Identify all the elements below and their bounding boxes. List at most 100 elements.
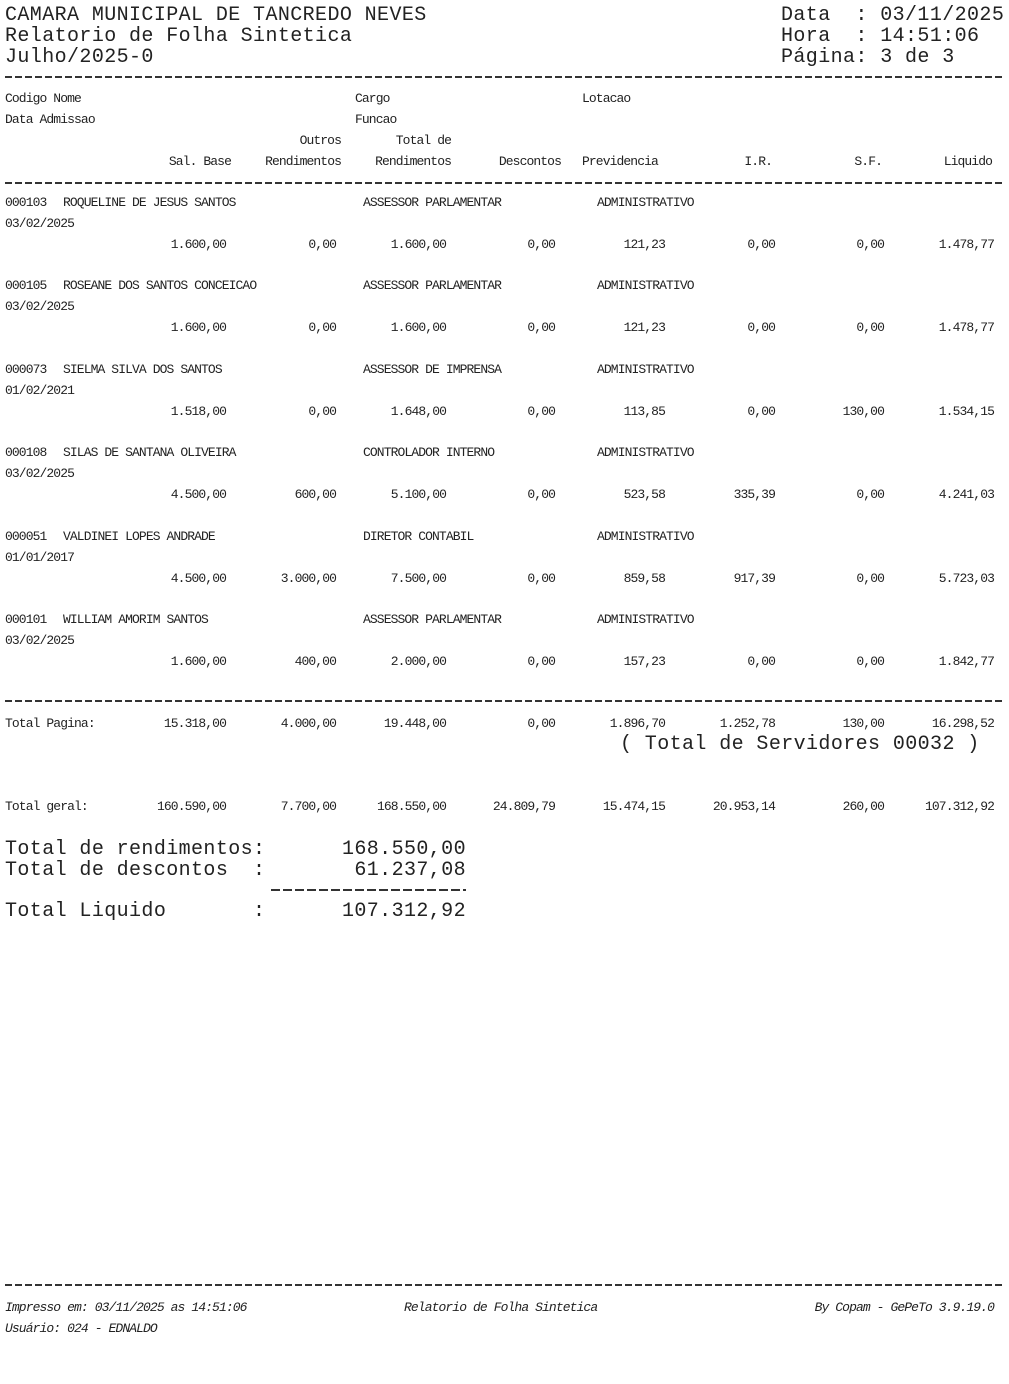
col-outros-rendimentos: Rendimentos [265,154,342,169]
value-total-rendimentos: 5.100,00 [390,487,447,502]
employee-cargo: ASSESSOR PARLAMENTAR [363,278,502,293]
total-rendimentos-label: Total de rendimentos: [5,838,266,861]
total-geral-sf: 260,00 [842,799,885,814]
employee-code: 000108 [5,445,47,460]
total-geral-ir: 20.953,14 [712,799,776,814]
value-sf: 130,00 [842,404,885,419]
employee-name: SIELMA SILVA DOS SANTOS [63,362,223,377]
col-ir: I.R. [744,154,773,169]
value-total-rendimentos: 7.500,00 [390,571,447,586]
report-date: Data : 03/11/2025 [781,4,1005,27]
employee-admission-date: 01/01/2017 [5,550,75,565]
value-total-rendimentos: 1.600,00 [390,237,447,252]
col-cargo: Cargo [355,91,390,106]
employee-lotacao: ADMINISTRATIVO [597,445,695,460]
total-geral-label: Total geral: [5,799,89,814]
total-pagina-descontos: 0,00 [527,716,556,731]
value-outros-rendimentos: 3.000,00 [280,571,337,586]
value-liquido: 5.723,03 [938,571,995,586]
employee-name: VALDINEI LOPES ANDRADE [63,529,216,544]
employee-lotacao: ADMINISTRATIVO [597,195,695,210]
value-outros-rendimentos: 0,00 [308,320,337,335]
page-number: Página: 3 de 3 [781,46,955,69]
total-liquido-label: Total Liquido : [5,900,266,923]
value-sal-base: 1.518,00 [170,404,227,419]
value-ir: 917,39 [733,571,776,586]
employee-code: 000101 [5,612,47,627]
value-previdencia: 859,58 [623,571,666,586]
divider [5,76,1004,78]
total-geral-outros-rendimentos: 7.700,00 [280,799,337,814]
value-sf: 0,00 [856,320,885,335]
value-descontos: 0,00 [527,237,556,252]
employee-code: 000051 [5,529,47,544]
divider [5,700,1004,702]
total-pagina-ir: 1.252,78 [719,716,776,731]
value-outros-rendimentos: 600,00 [294,487,337,502]
total-pagina-outros-rendimentos: 4.000,00 [280,716,337,731]
employee-lotacao: ADMINISTRATIVO [597,278,695,293]
employee-admission-date: 01/02/2021 [5,383,75,398]
employee-cargo: ASSESSOR DE IMPRENSA [363,362,502,377]
value-outros-rendimentos: 400,00 [294,654,337,669]
col-previdencia: Previdencia [582,154,659,169]
value-total-rendimentos: 1.648,00 [390,404,447,419]
total-descontos-label: Total de descontos : [5,859,266,882]
value-descontos: 0,00 [527,320,556,335]
footer-report-title: Relatorio de Folha Sintetica [404,1300,598,1315]
value-liquido: 4.241,03 [938,487,995,502]
value-previdencia: 121,23 [623,320,666,335]
value-descontos: 0,00 [527,487,556,502]
report-time: Hora : 14:51:06 [781,25,980,48]
col-funcao: Funcao [355,112,397,127]
total-descontos-value: 61.237,08 [354,859,466,882]
employee-code: 000073 [5,362,47,377]
value-descontos: 0,00 [527,571,556,586]
col-sf: S.F. [854,154,883,169]
sum-divider [271,889,466,891]
total-geral-descontos: 24.809,79 [492,799,556,814]
value-outros-rendimentos: 0,00 [308,404,337,419]
value-descontos: 0,00 [527,654,556,669]
col-descontos: Descontos [498,154,562,169]
total-geral-liquido: 107.312,92 [924,799,995,814]
org-name: CAMARA MUNICIPAL DE TANCREDO NEVES [5,4,427,27]
value-sf: 0,00 [856,237,885,252]
total-pagina-liquido: 16.298,52 [931,716,995,731]
value-descontos: 0,00 [527,404,556,419]
value-total-rendimentos: 2.000,00 [390,654,447,669]
software-credit: By Copam - GePeTo 3.9.19.0 [814,1300,995,1315]
value-previdencia: 113,85 [623,404,666,419]
employee-lotacao: ADMINISTRATIVO [597,362,695,377]
value-sal-base: 1.600,00 [170,237,227,252]
value-total-rendimentos: 1.600,00 [390,320,447,335]
total-liquido-value: 107.312,92 [341,900,466,923]
employee-code: 000105 [5,278,47,293]
value-ir: 0,00 [747,320,776,335]
value-sf: 0,00 [856,571,885,586]
value-outros-rendimentos: 0,00 [308,237,337,252]
value-ir: 335,39 [733,487,776,502]
employee-cargo: CONTROLADOR INTERNO [363,445,495,460]
col-data-admissao: Data Admissao [5,112,96,127]
col-outros-top: Outros [299,133,342,148]
value-sal-base: 4.500,00 [170,571,227,586]
col-lotacao: Lotacao [582,91,631,106]
total-geral-sal-base: 160.590,00 [156,799,227,814]
col-total-rendimentos: Rendimentos [375,154,452,169]
total-pagina-total-rendimentos: 19.448,00 [383,716,447,731]
total-pagina-previdencia: 1.896,70 [609,716,666,731]
value-sal-base: 1.600,00 [170,320,227,335]
employee-name: ROSEANE DOS SANTOS CONCEICAO [63,278,257,293]
employee-code: 000103 [5,195,47,210]
value-liquido: 1.478,77 [938,237,995,252]
employee-cargo: ASSESSOR PARLAMENTAR [363,195,502,210]
value-sf: 0,00 [856,487,885,502]
value-liquido: 1.478,77 [938,320,995,335]
total-pagina-label: Total Pagina: [5,716,96,731]
employee-name: WILLIAM AMORIM SANTOS [63,612,209,627]
col-codigo-nome: Codigo Nome [5,91,82,106]
total-pagina-sal-base: 15.318,00 [163,716,227,731]
employee-name: SILAS DE SANTANA OLIVEIRA [63,445,236,460]
total-pagina-sf: 130,00 [842,716,885,731]
